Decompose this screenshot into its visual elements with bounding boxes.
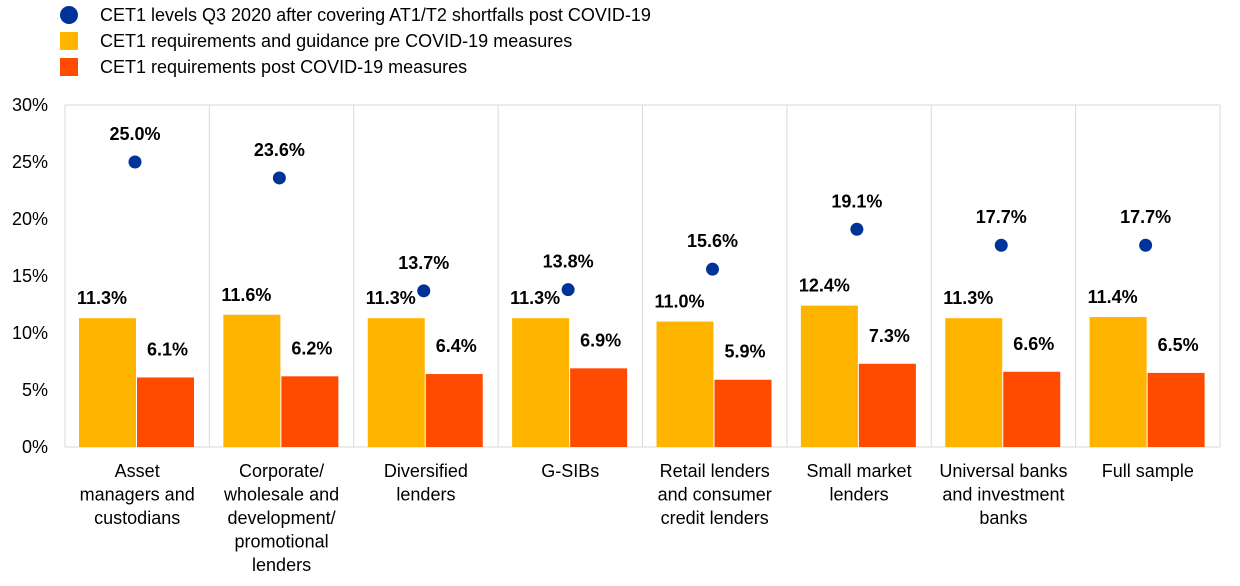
data-label-pre-covid: 11.3% bbox=[510, 288, 560, 308]
bar-pre-covid bbox=[512, 318, 570, 447]
data-label-post-covid: 6.6% bbox=[1013, 334, 1054, 354]
data-label-pre-covid: 11.0% bbox=[655, 292, 705, 312]
data-label-cet1-level: 13.8% bbox=[543, 252, 594, 272]
category-label: Universal banks bbox=[939, 461, 1067, 481]
category-label: lenders bbox=[830, 485, 889, 505]
category-label: Full sample bbox=[1102, 461, 1194, 481]
data-label-post-covid: 7.3% bbox=[869, 326, 910, 346]
bar-pre-covid bbox=[656, 321, 714, 447]
category-label: lenders bbox=[252, 555, 311, 575]
plot-area-border bbox=[64, 104, 1221, 448]
bar-pre-covid bbox=[800, 305, 858, 447]
legend-marker-square bbox=[60, 32, 78, 50]
category-label: development/ bbox=[228, 508, 336, 528]
category-label: Diversified bbox=[384, 461, 468, 481]
data-label-pre-covid: 11.6% bbox=[221, 285, 271, 305]
y-tick-label: 10% bbox=[12, 323, 48, 343]
data-label-cet1-level: 17.7% bbox=[1120, 207, 1171, 227]
bar-post-covid bbox=[1003, 371, 1061, 447]
y-tick-label: 5% bbox=[22, 380, 48, 400]
data-label-post-covid: 5.9% bbox=[725, 342, 766, 362]
data-label-post-covid: 6.5% bbox=[1158, 335, 1199, 355]
category-label: wholesale and bbox=[223, 485, 339, 505]
category-label: lenders bbox=[396, 485, 455, 505]
category-label: and consumer bbox=[658, 485, 772, 505]
dot-cet1-level bbox=[417, 284, 431, 298]
data-label-pre-covid: 11.3% bbox=[943, 288, 993, 308]
legend-marker-dot bbox=[60, 6, 78, 24]
category-label: custodians bbox=[94, 508, 180, 528]
legend-label: CET1 requirements post COVID-19 measures bbox=[100, 57, 468, 77]
bar-pre-covid bbox=[945, 318, 1003, 447]
data-label-cet1-level: 23.6% bbox=[254, 140, 305, 160]
dot-cet1-level bbox=[561, 283, 575, 297]
bar-post-covid bbox=[858, 363, 916, 447]
data-label-post-covid: 6.4% bbox=[436, 336, 477, 356]
data-label-pre-covid: 11.3% bbox=[366, 288, 416, 308]
bar-post-covid bbox=[570, 368, 628, 447]
category-label: Retail lenders bbox=[660, 461, 770, 481]
y-tick-label: 20% bbox=[12, 209, 48, 229]
data-label-cet1-level: 25.0% bbox=[109, 124, 160, 144]
data-label-pre-covid: 12.4% bbox=[799, 276, 850, 296]
bar-post-covid bbox=[1147, 372, 1205, 447]
bar-pre-covid bbox=[223, 314, 281, 447]
bar-post-covid bbox=[281, 376, 339, 447]
category-label: banks bbox=[979, 508, 1027, 528]
bar-post-covid bbox=[425, 374, 483, 447]
data-label-cet1-level: 15.6% bbox=[687, 231, 738, 251]
data-label-pre-covid: 11.4% bbox=[1088, 287, 1138, 307]
bar-pre-covid bbox=[79, 318, 136, 447]
legend: CET1 levels Q3 2020 after covering AT1/T… bbox=[60, 2, 651, 80]
category-label: and investment bbox=[942, 485, 1064, 505]
category-label: promotional bbox=[235, 532, 329, 552]
category-label: managers and bbox=[80, 485, 195, 505]
legend-item-pre-covid: CET1 requirements and guidance pre COVID… bbox=[60, 28, 651, 54]
legend-marker-square bbox=[60, 58, 78, 76]
category-label: Asset bbox=[115, 461, 160, 481]
data-label-pre-covid: 11.3% bbox=[77, 288, 127, 308]
bar-post-covid bbox=[137, 377, 194, 447]
category-label: Small market bbox=[807, 461, 912, 481]
data-label-cet1-level: 13.7% bbox=[398, 253, 449, 273]
category-label: Corporate/ bbox=[239, 461, 324, 481]
bar-pre-covid bbox=[367, 318, 425, 447]
bar-pre-covid bbox=[1089, 317, 1147, 447]
y-tick-label: 15% bbox=[12, 266, 48, 286]
data-label-post-covid: 6.9% bbox=[580, 330, 621, 350]
data-label-cet1-level: 17.7% bbox=[976, 207, 1027, 227]
dot-cet1-level bbox=[706, 262, 719, 276]
y-tick-label: 30% bbox=[12, 95, 48, 115]
dot-cet1-level bbox=[1139, 238, 1153, 252]
dot-cet1-level bbox=[128, 155, 142, 169]
data-label-post-covid: 6.2% bbox=[291, 338, 332, 358]
y-tick-label: 25% bbox=[12, 152, 48, 172]
category-label: G-SIBs bbox=[541, 461, 599, 481]
data-label-post-covid: 6.1% bbox=[147, 339, 188, 359]
dot-cet1-level bbox=[850, 222, 864, 236]
bar-post-covid bbox=[714, 379, 772, 447]
dot-cet1-level bbox=[272, 171, 286, 185]
legend-label: CET1 levels Q3 2020 after covering AT1/T… bbox=[100, 5, 651, 25]
y-tick-label: 0% bbox=[22, 437, 48, 457]
legend-item-cet1-levels: CET1 levels Q3 2020 after covering AT1/T… bbox=[60, 2, 651, 28]
data-label-cet1-level: 19.1% bbox=[831, 191, 882, 211]
category-label: credit lenders bbox=[661, 508, 769, 528]
legend-label: CET1 requirements and guidance pre COVID… bbox=[100, 31, 573, 51]
dot-cet1-level bbox=[994, 238, 1008, 252]
legend-item-post-covid: CET1 requirements post COVID-19 measures bbox=[60, 54, 651, 80]
